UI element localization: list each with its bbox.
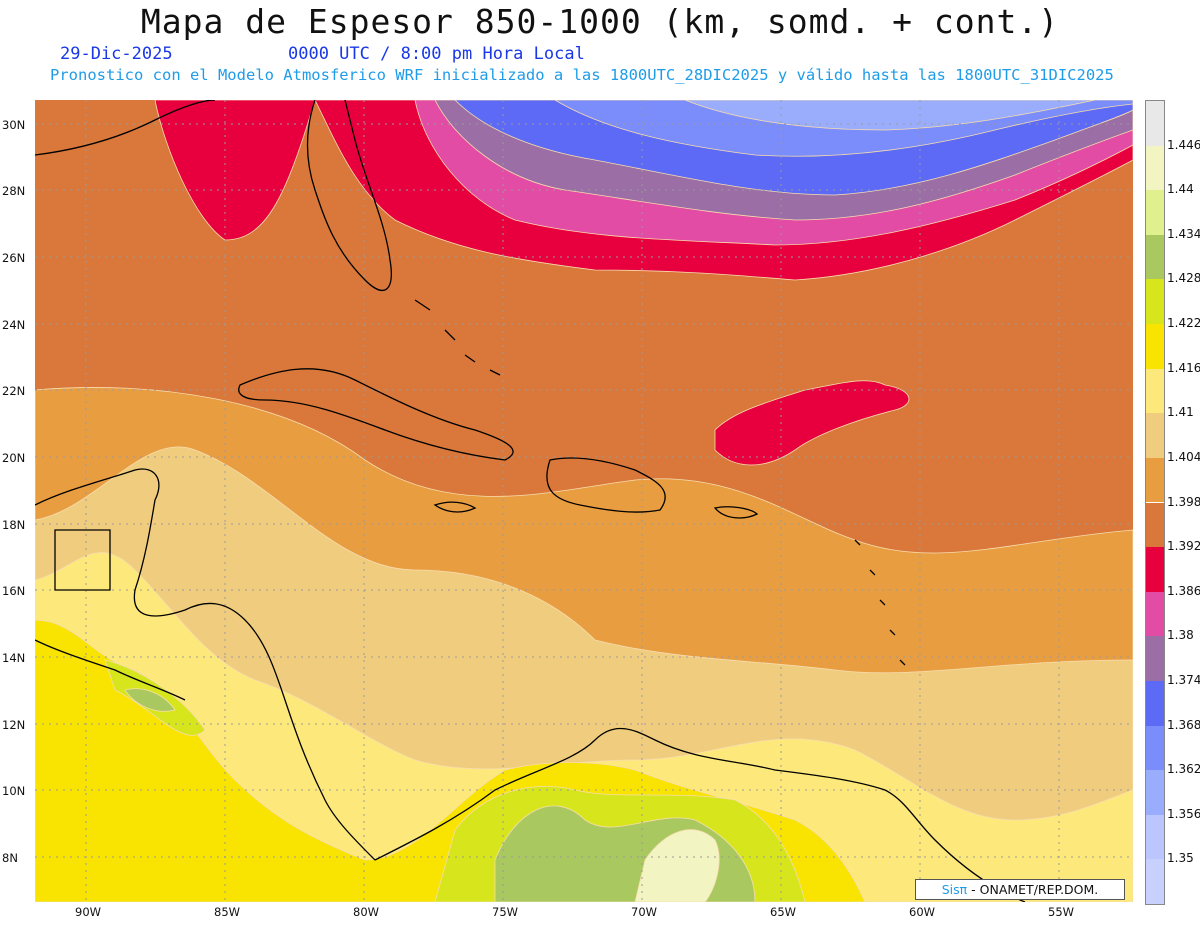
map-title: Mapa de Espesor 850-1000 (km, somd. + co… — [140, 2, 1060, 41]
lon-label: 90W — [75, 905, 102, 919]
thickness-map — [35, 100, 1133, 902]
colorbar-label: 1.362 — [1167, 762, 1200, 777]
colorbar-segment — [1146, 101, 1164, 146]
coastlines — [35, 100, 1026, 902]
lon-label: 75W — [492, 905, 519, 919]
lat-label: 24N — [2, 318, 26, 332]
thickness-map-svg — [35, 100, 1133, 902]
lat-label: 12N — [2, 718, 26, 732]
lon-label: 80W — [353, 905, 380, 919]
colorbar-segment — [1146, 457, 1164, 503]
date-label: 29-Dic-2025 — [60, 44, 173, 64]
field-red-blob — [714, 380, 910, 466]
colorbar-segment — [1146, 859, 1164, 904]
forecast-label: Pronostico con el Modelo Atmosferico WRF… — [50, 66, 1114, 84]
lat-label: 20N — [2, 451, 26, 465]
time-label: 0000 UTC / 8:00 pm Hora Local — [288, 44, 585, 64]
lat-label: 22N — [2, 384, 26, 398]
colorbar — [1145, 100, 1165, 905]
colorbar-label: 1.392 — [1167, 539, 1200, 554]
colorbar-label: 1.386 — [1167, 583, 1200, 598]
lon-label: 70W — [631, 905, 658, 919]
colorbar-label: 1.356 — [1167, 806, 1200, 821]
colorbar-segment — [1146, 502, 1164, 548]
colorbar-label: 1.41 — [1167, 405, 1194, 420]
lat-label: 30N — [2, 118, 26, 132]
colorbar-label: 1.44 — [1167, 182, 1194, 197]
colorbar-segment — [1146, 368, 1164, 414]
colorbar-segment — [1146, 680, 1164, 726]
lat-label: 8N — [2, 851, 18, 865]
lat-label: 18N — [2, 518, 26, 532]
credit-box: Sisπ - ONAMET/REP.DOM. — [915, 879, 1125, 900]
lat-label: 10N — [2, 784, 26, 798]
colorbar-segment — [1146, 234, 1164, 280]
lat-label: 26N — [2, 251, 26, 265]
colorbar-label: 1.398 — [1167, 494, 1200, 509]
lon-label: 55W — [1048, 905, 1075, 919]
colorbar-label: 1.422 — [1167, 316, 1200, 331]
lat-label: 28N — [2, 184, 26, 198]
colorbar-segment — [1146, 190, 1164, 235]
colorbar-label: 1.416 — [1167, 360, 1200, 375]
lat-label: 14N — [2, 651, 26, 665]
colorbar-label: 1.404 — [1167, 449, 1200, 464]
lon-label: 65W — [770, 905, 797, 919]
credit-text: - ONAMET/REP.DOM. — [967, 882, 1099, 897]
lon-label: 85W — [214, 905, 241, 919]
colorbar-segment — [1146, 324, 1164, 369]
field-green — [124, 688, 756, 902]
sis-logo: Sisπ — [941, 882, 968, 897]
field-pale-green — [634, 829, 720, 902]
colorbar-segment — [1146, 636, 1164, 681]
grid-lines — [35, 100, 1133, 902]
colorbar-segment — [1146, 725, 1164, 771]
lon-label: 60W — [909, 905, 936, 919]
colorbar-segment — [1146, 145, 1164, 191]
colorbar-label: 1.35 — [1167, 851, 1194, 866]
colorbar-segment — [1146, 413, 1164, 458]
colorbar-segment — [1146, 547, 1164, 592]
field-pale-blue — [684, 100, 1096, 131]
colorbar-label: 1.38 — [1167, 628, 1194, 643]
colorbar-segment — [1146, 279, 1164, 325]
colorbar-segment — [1146, 591, 1164, 637]
colorbar-label: 1.368 — [1167, 717, 1200, 732]
colorbar-label: 1.428 — [1167, 271, 1200, 286]
lat-label: 16N — [2, 584, 26, 598]
colorbar-segment — [1146, 770, 1164, 815]
colorbar-label: 1.446 — [1167, 137, 1200, 152]
colorbar-segment — [1146, 814, 1164, 860]
colorbar-label: 1.374 — [1167, 672, 1200, 687]
colorbar-label: 1.434 — [1167, 226, 1200, 241]
